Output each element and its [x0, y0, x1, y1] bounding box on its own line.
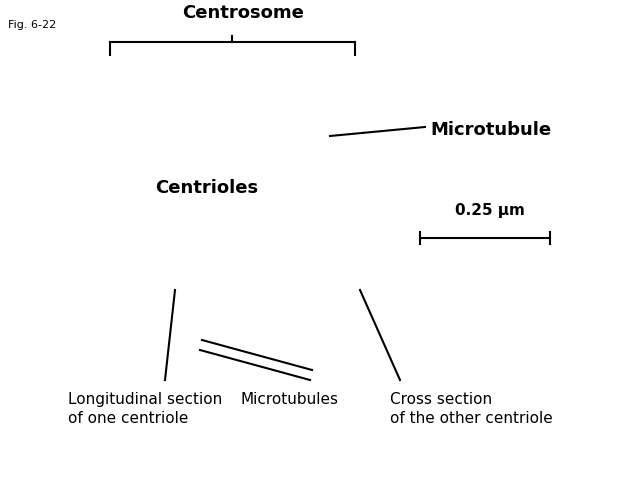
- Text: 0.25 μm: 0.25 μm: [455, 203, 525, 218]
- Text: Microtubules: Microtubules: [240, 392, 338, 407]
- Text: Cross section
of the other centriole: Cross section of the other centriole: [390, 392, 553, 426]
- Text: Fig. 6-22: Fig. 6-22: [8, 20, 56, 30]
- Text: Centrioles: Centrioles: [155, 179, 258, 197]
- Text: Centrosome: Centrosome: [182, 4, 304, 22]
- Text: Longitudinal section
of one centriole: Longitudinal section of one centriole: [68, 392, 222, 426]
- Text: Microtubule: Microtubule: [430, 121, 551, 139]
